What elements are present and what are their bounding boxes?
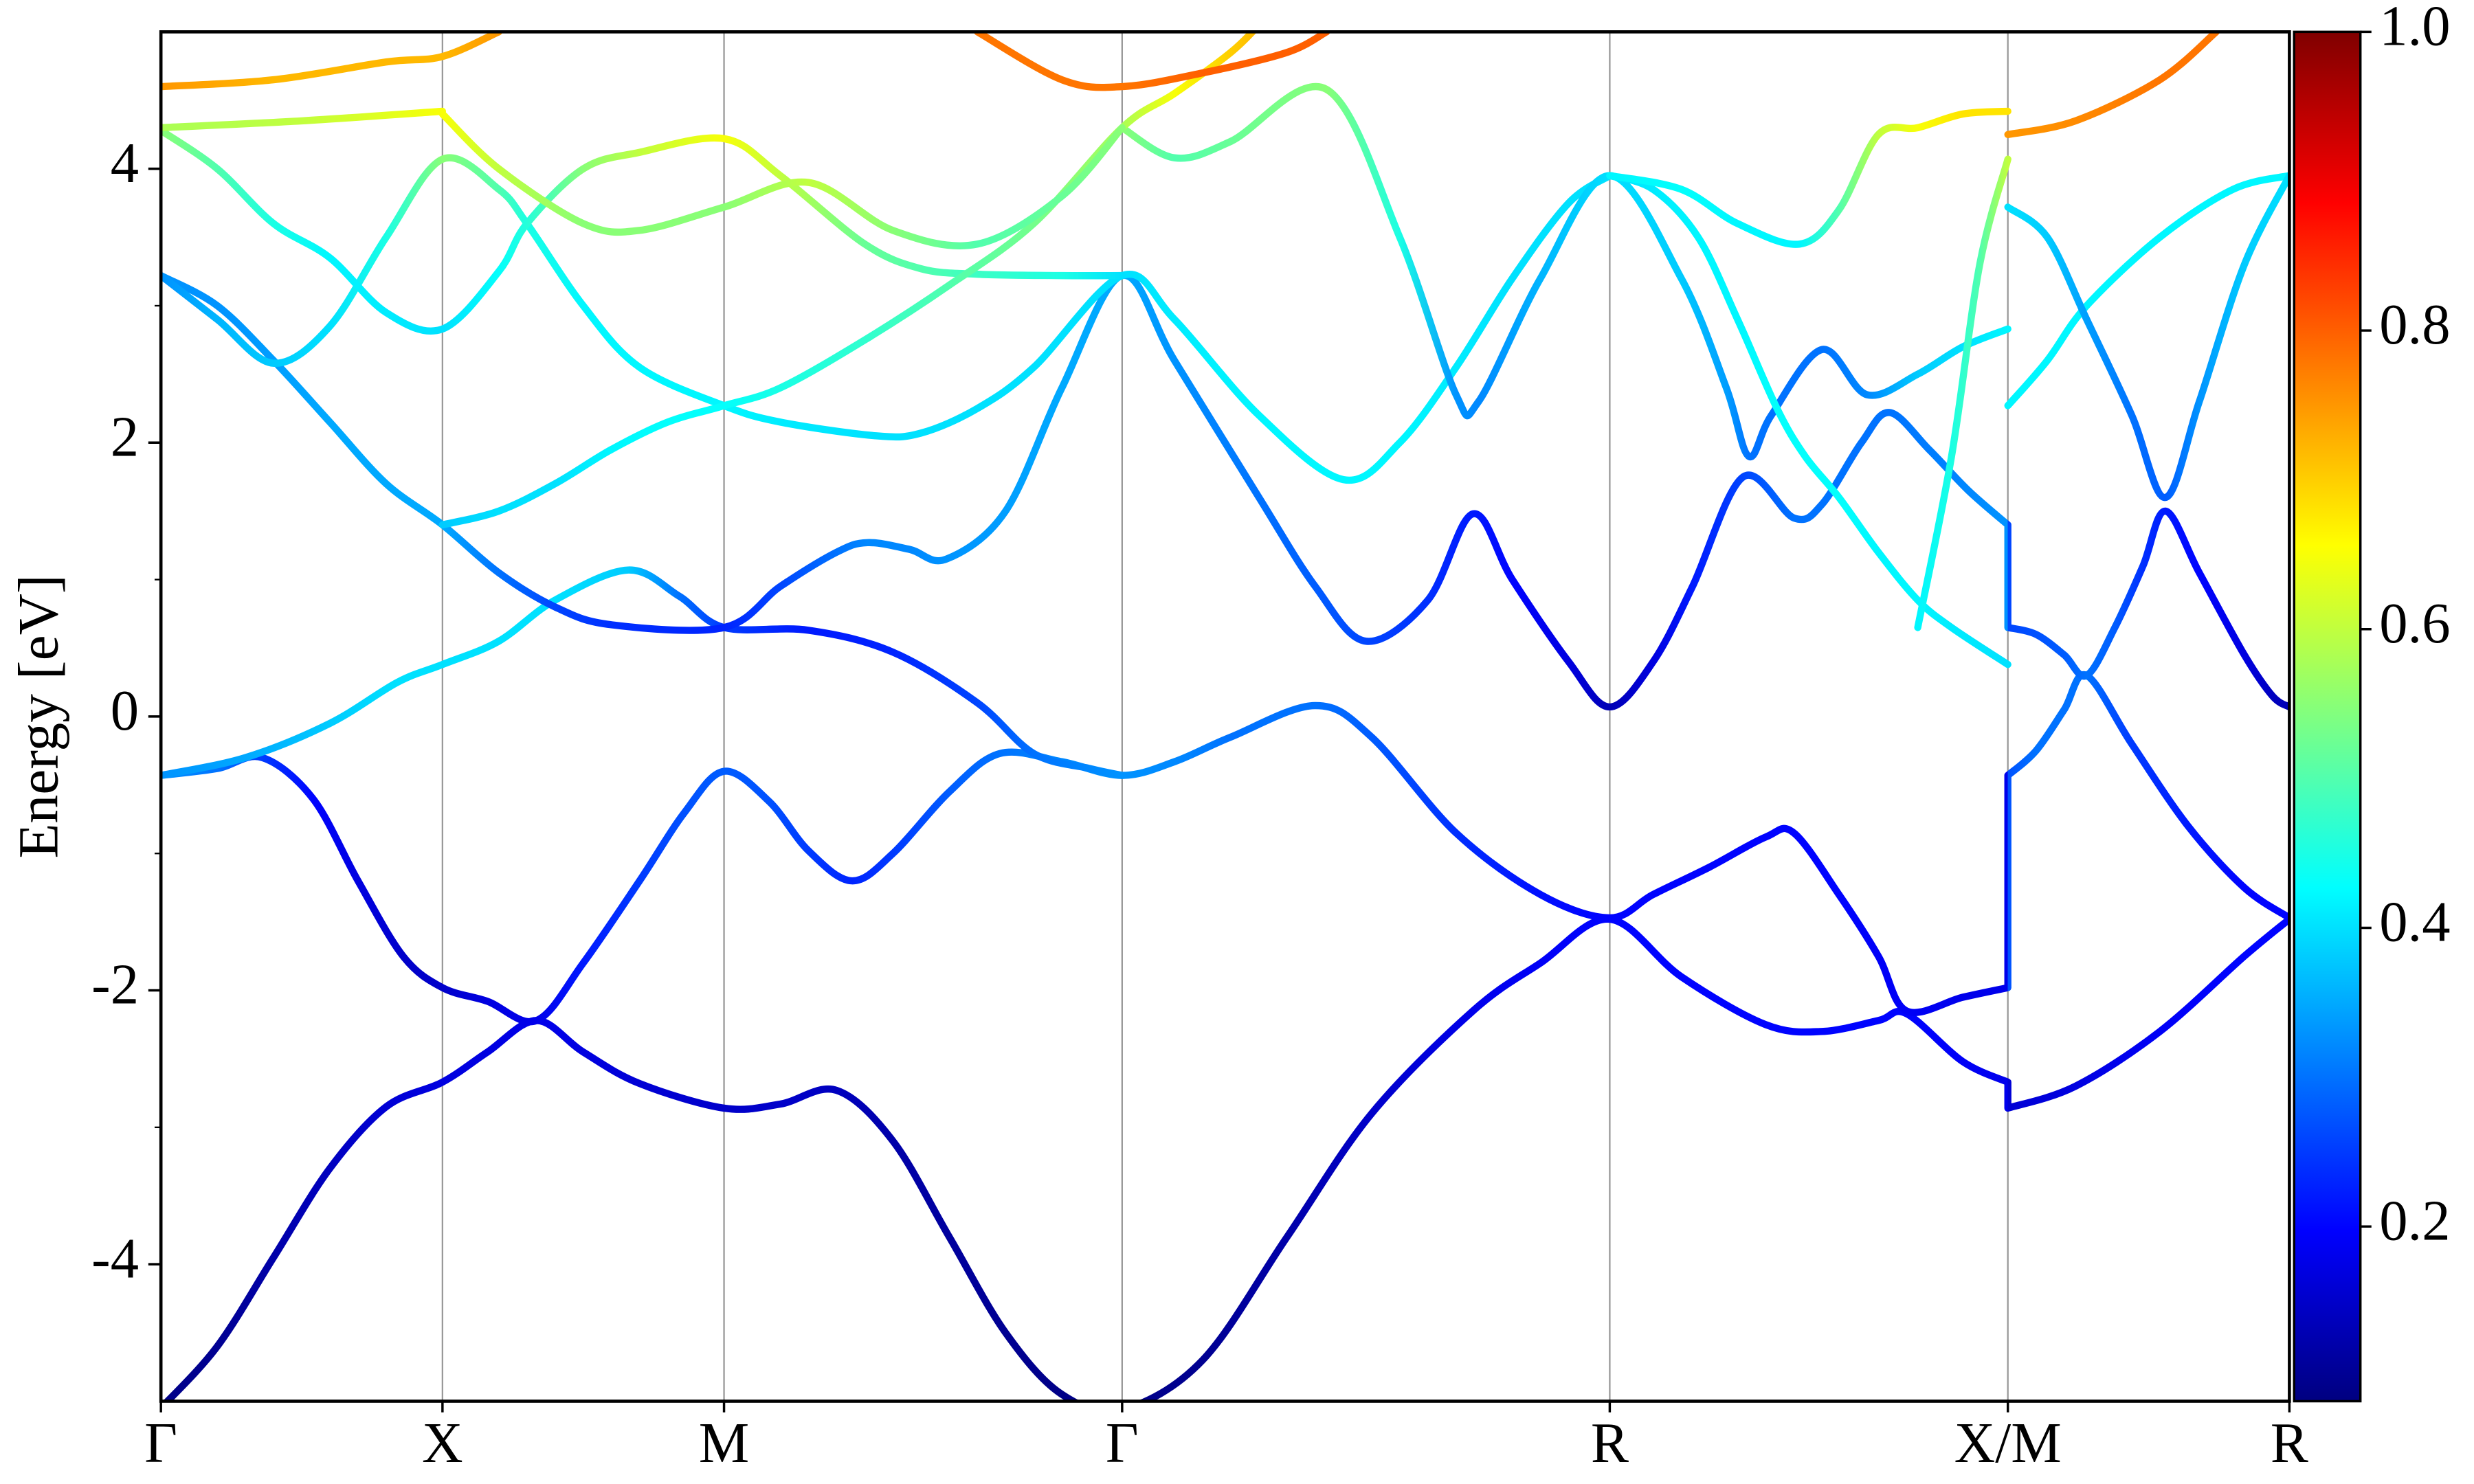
x-tick-label: X/M [1954, 1411, 2062, 1474]
band [1606, 107, 2011, 248]
band [161, 154, 1614, 484]
y-tick-label: 0 [111, 679, 139, 742]
plot-frame [159, 30, 2291, 1403]
x-tick-label: R [1591, 1411, 1629, 1474]
colorbar-tick-label: 0.6 [2379, 592, 2450, 655]
y-tick-label: -2 [91, 952, 139, 1015]
x-tick-label: X [422, 1411, 463, 1474]
x-tick-label: M [699, 1411, 749, 1474]
colorbar-tick-label: 0.4 [2379, 890, 2450, 953]
x-tick-label: Γ [1106, 1411, 1139, 1474]
band [161, 126, 1126, 335]
band [2004, 172, 2290, 409]
band [161, 107, 447, 132]
band [2004, 172, 2290, 502]
y-axis-label: Energy [eV] [7, 574, 70, 858]
x-tick-label: Γ [144, 1411, 177, 1474]
band [438, 110, 1126, 249]
colorbar-tick-label: 1.0 [2379, 0, 2450, 58]
band [161, 271, 2290, 711]
colorbar [2293, 30, 2362, 1403]
colorbar-tick-label: 0.8 [2379, 293, 2450, 356]
y-tick-label: 4 [111, 131, 139, 194]
y-tick-label: -4 [91, 1226, 139, 1290]
band [974, 32, 1330, 91]
band [161, 566, 1126, 779]
band [161, 32, 502, 91]
band [1914, 155, 2011, 631]
band [2004, 32, 2220, 139]
bands [161, 32, 2290, 1402]
band [438, 32, 1258, 529]
y-tick-label: 2 [111, 405, 139, 468]
band [162, 915, 2290, 1402]
x-tick-label: R [2271, 1411, 2309, 1474]
band [161, 671, 2290, 1026]
colorbar-tick-label: 0.2 [2379, 1189, 2450, 1252]
